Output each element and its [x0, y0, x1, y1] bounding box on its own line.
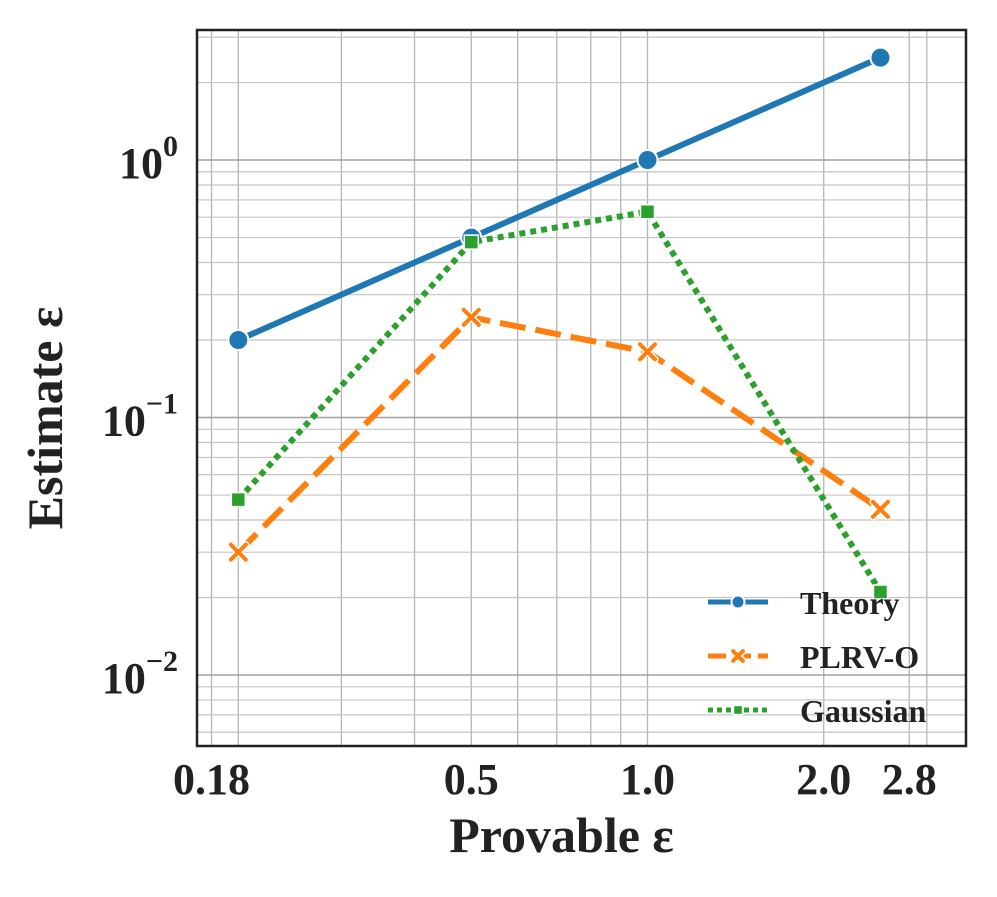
- series-line: [237, 54, 882, 343]
- legend-marker: [730, 594, 746, 610]
- y-tick-label: 10−2: [102, 645, 178, 703]
- legend-marker: [729, 647, 747, 665]
- legend-label: Gaussian: [800, 693, 926, 729]
- x-tick-label: 0.5: [444, 755, 499, 804]
- series-line: [236, 208, 884, 594]
- series-gaussian: [230, 203, 889, 600]
- legend-label: Theory: [800, 585, 900, 621]
- plot-frame: [195, 28, 968, 748]
- x-tick-label: 2.0: [796, 755, 851, 804]
- y-tick-labels: 100 10−1 10−2: [102, 130, 178, 703]
- series-plrv-o: [227, 306, 892, 564]
- data-point: [639, 203, 656, 220]
- series-line: [236, 314, 883, 555]
- series-theory: [227, 46, 892, 352]
- data-point: [230, 491, 247, 508]
- x-tick-label: 0.18: [173, 755, 250, 804]
- y-tick-label: 100: [119, 130, 178, 188]
- legend: Theory PLRV-O Gaussian: [708, 585, 926, 729]
- x-tick-label: 2.8: [882, 755, 937, 804]
- y-tick-label: 10−1: [102, 388, 178, 446]
- legend-entry: PLRV-O: [708, 639, 919, 675]
- data-point: [227, 329, 250, 352]
- data-point: [869, 46, 892, 69]
- x-tick-label: 1.0: [620, 755, 675, 804]
- legend-entry: Gaussian: [708, 693, 926, 729]
- legend-marker: [732, 704, 744, 716]
- series-layer: [227, 46, 892, 600]
- y-axis-label: Estimate ε: [17, 307, 73, 530]
- data-point: [227, 541, 250, 564]
- data-point: [869, 498, 892, 521]
- legend-label: PLRV-O: [800, 639, 919, 675]
- data-point: [636, 340, 659, 363]
- data-point: [463, 234, 480, 250]
- grid: [197, 30, 966, 746]
- data-point: [872, 584, 889, 600]
- data-point: [636, 149, 659, 172]
- x-tick-labels: 0.18 0.5 1.0 2.0 2.8: [173, 755, 937, 804]
- x-axis-label: Provable ε: [449, 807, 674, 863]
- legend-entry: Theory: [708, 585, 900, 621]
- data-point: [460, 306, 483, 329]
